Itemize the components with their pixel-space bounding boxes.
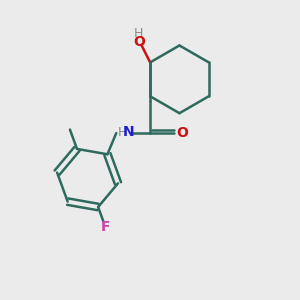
Text: F: F (101, 220, 110, 234)
Text: H: H (134, 27, 143, 40)
Text: O: O (133, 35, 145, 49)
Text: O: O (176, 126, 188, 140)
Text: H: H (118, 126, 127, 139)
Text: N: N (123, 125, 135, 140)
